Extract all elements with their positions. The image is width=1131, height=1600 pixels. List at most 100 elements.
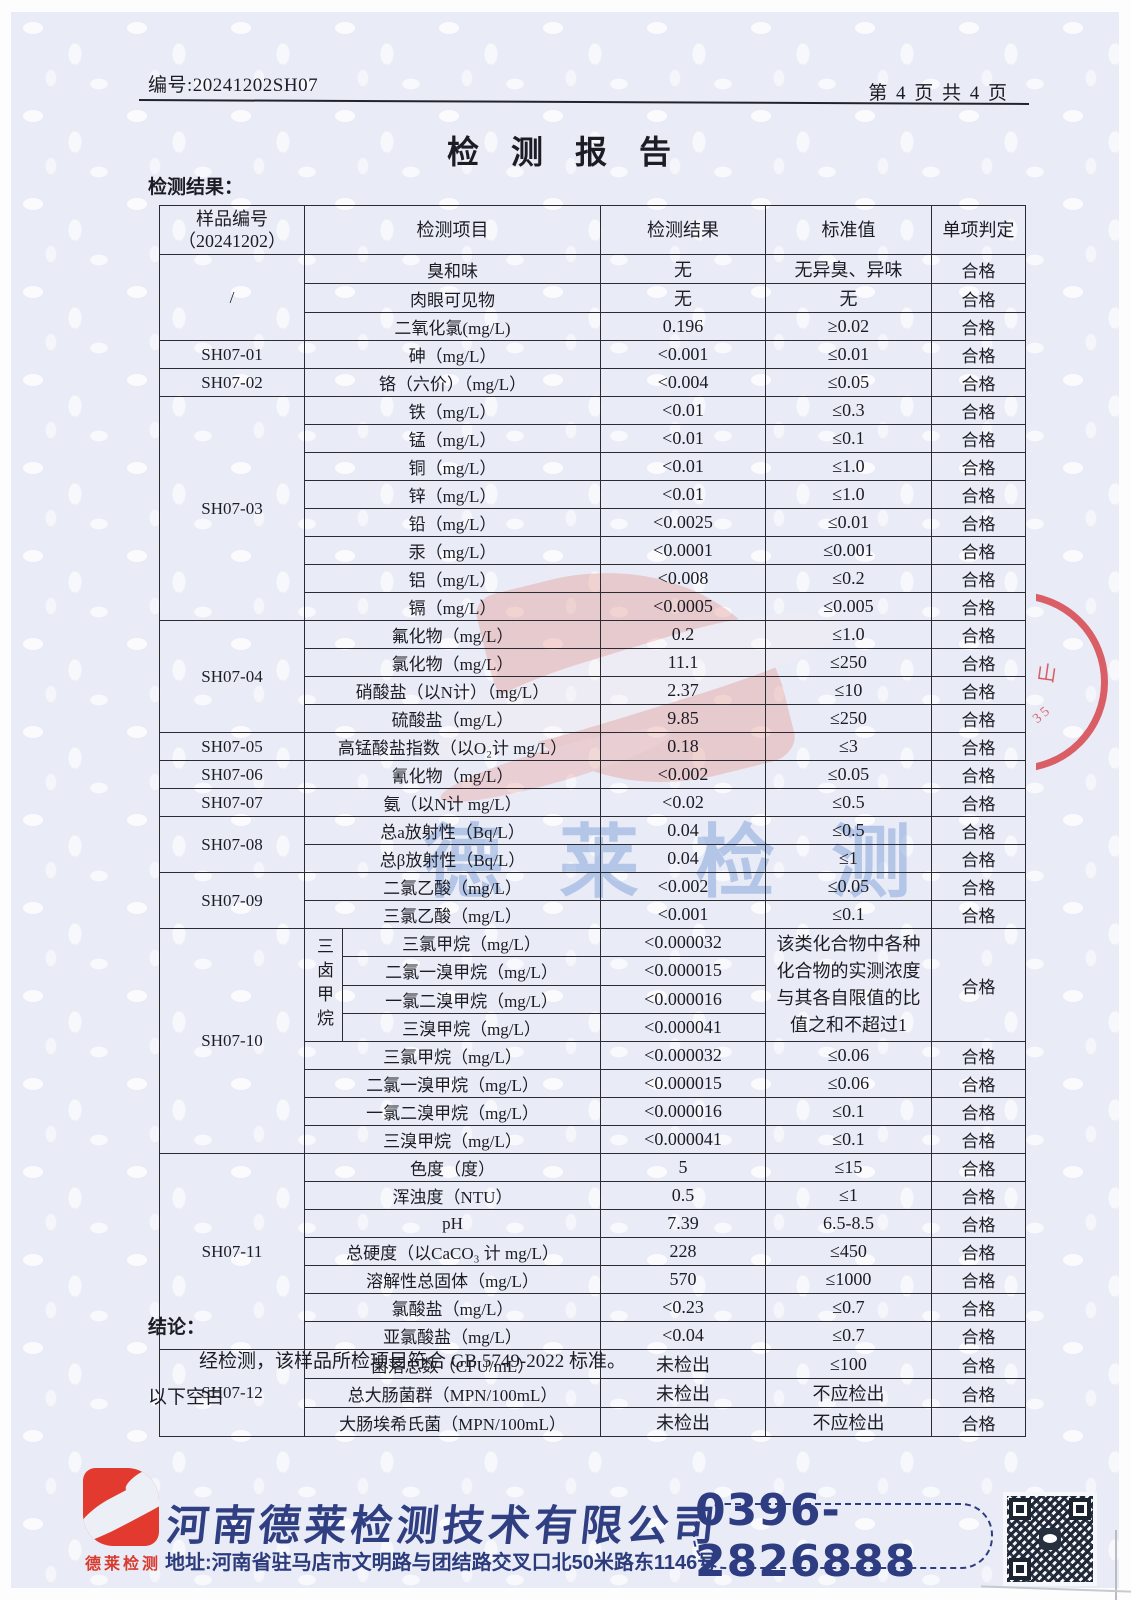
table-row: 氯酸盐（mg/L） <0.23 ≤0.7 合格	[160, 1293, 1026, 1322]
standard-cell: ≤0.01	[765, 340, 932, 369]
result-cell: 9.85	[600, 704, 766, 733]
phone-badge: 0396-2826888	[693, 1485, 993, 1587]
sample-id-cell: SH07-08	[159, 816, 305, 873]
verdict-cell: 合格	[931, 1097, 1026, 1126]
result-cell: <0.002	[600, 760, 766, 789]
result-cell: <0.01	[600, 480, 766, 509]
verdict-cell: 合格	[931, 312, 1026, 341]
standard-cell: 不应检出	[765, 1378, 932, 1408]
test-item-cell: 氰化物（mg/L）	[304, 760, 601, 789]
verdict-cell: 合格	[931, 760, 1026, 789]
table-row: 总硬度（以CaCO₃ 计 mg/L） 228 ≤450 合格	[160, 1237, 1026, 1266]
result-cell: 5	[600, 1153, 766, 1182]
table-row: 浑浊度（NTU） 0.5 ≤1 合格	[160, 1181, 1026, 1210]
table-row: SH07-07 氨（以N计 mg/L） <0.02 ≤0.5 合格	[159, 788, 1026, 817]
standard-cell: ≤0.2	[765, 564, 932, 593]
table-row: SH07-09 二氯乙酸（mg/L） <0.002 ≤0.05 合格	[159, 872, 1026, 929]
standard-cell: ≤0.001	[765, 536, 932, 565]
result-cell: <0.01	[600, 396, 766, 425]
verdict-cell: 合格	[931, 452, 1026, 481]
verdict-cell: 合格	[931, 1209, 1026, 1238]
test-item-cell: 浑浊度（NTU）	[304, 1181, 601, 1210]
test-item-cell: 氯化物（mg/L）	[304, 648, 601, 677]
result-cell: <0.23	[600, 1293, 766, 1322]
verdict-cell: 合格	[931, 1265, 1026, 1294]
result-cell: 0.5	[600, 1181, 766, 1210]
verdict-cell: 合格	[931, 283, 1026, 313]
test-item-cell: 镉（mg/L）	[304, 592, 601, 621]
result-cell: <0.000041	[600, 1012, 766, 1043]
verdict-cell: 合格	[931, 788, 1026, 817]
table-row: 二氯一溴甲烷（mg/L） <0.000015 ≤0.06 合格	[160, 1069, 1026, 1098]
verdict-cell: 合格	[931, 816, 1026, 845]
standard-cell: ≤250	[765, 704, 932, 733]
test-item-cell: 总a放射性（Bq/L）	[304, 816, 601, 845]
table-row: 三溴甲烷（mg/L） <0.000041	[160, 1012, 1026, 1043]
verdict-cell: 合格	[931, 396, 1026, 425]
standard-cell: ≤0.06	[765, 1041, 932, 1070]
verdict-cell: 合格	[931, 648, 1026, 677]
result-cell: 无	[600, 254, 766, 284]
standard-cell: ≤250	[765, 648, 932, 677]
verdict-cell: 合格	[931, 676, 1026, 705]
standard-cell: ≤0.1	[765, 1125, 932, 1154]
test-item-cell: 肉眼可见物	[304, 283, 601, 313]
phone-number: 0396-2826888	[695, 1485, 917, 1587]
result-cell: <0.0005	[600, 592, 766, 621]
table-body: / 臭和味无无异臭、异味 合格 肉眼可见物无无合格 二氧化氯(mg/L) 0.196 ≥0.…	[159, 254, 1026, 1437]
table-row: 汞（mg/L） <0.0001 ≤0.001 合格	[160, 536, 1026, 565]
standard-cell: ≤1.0	[765, 620, 932, 649]
sample-id-cell: SH07-06	[159, 760, 305, 789]
scanned-report-page: 德莱检测 山 35 编号:20241202SH07 第 4 页 共 4 页 检 …	[11, 12, 1119, 1588]
company-name: 河南德莱检测技术有限公司	[164, 1504, 721, 1550]
test-item-cell: 大肠埃希氏菌（MPN/100mL）	[304, 1407, 601, 1437]
standard-cell: ≤0.06	[765, 1069, 932, 1098]
test-item-cell: 一氯二溴甲烷（mg/L）	[304, 1097, 601, 1126]
sample-id-cell: SH07-01	[159, 340, 305, 369]
verdict-cell: 合格	[931, 872, 1026, 901]
standard-cell: ≤1	[765, 844, 932, 873]
standard-cell: ≤0.5	[765, 788, 932, 817]
test-item-cell: 氨（以N计 mg/L）	[304, 788, 601, 817]
standard-cell: ≤0.01	[765, 508, 932, 537]
result-cell: 0.04	[600, 844, 766, 873]
table-row: 硝酸盐（以N计）（mg/L） 2.37 ≤10 合格	[160, 676, 1026, 705]
table-row: 大肠埃希氏菌（MPN/100mL） 未检出 不应检出 合格	[160, 1407, 1026, 1437]
result-cell: <0.001	[600, 900, 766, 929]
verdict-cell: 合格	[931, 1069, 1026, 1098]
verdict-cell: 合格	[931, 254, 1026, 284]
test-item-cell: 臭和味	[304, 254, 601, 284]
qr-code	[1003, 1492, 1097, 1586]
test-item-cell: 三氯甲烷（mg/L）	[304, 1041, 601, 1070]
result-cell: <0.000016	[600, 1097, 766, 1126]
verdict-cell: 合格	[931, 704, 1026, 733]
standard-cell: ≤0.5	[765, 816, 932, 845]
sample-id-cell: /	[159, 254, 305, 341]
test-item-cell: 一氯二溴甲烷（mg/L）	[342, 984, 601, 1014]
standard-cell: ≤0.7	[765, 1321, 932, 1350]
verdict-cell: 合格	[931, 1125, 1026, 1154]
test-item-cell: 三溴甲烷（mg/L）	[342, 1012, 601, 1043]
result-cell: 未检出	[600, 1407, 766, 1437]
table-row: 亚氯酸盐（mg/L） <0.04 ≤0.7 合格	[160, 1321, 1026, 1350]
test-item-cell: 总硬度（以CaCO₃ 计 mg/L）	[304, 1237, 601, 1266]
table-row: 二氯一溴甲烷（mg/L） <0.000015	[160, 956, 1026, 986]
standard-cell: ≤15	[765, 1153, 932, 1182]
verdict-cell: 合格	[931, 1293, 1026, 1322]
result-cell: 未检出	[600, 1378, 766, 1408]
table-row: 总大肠菌群（MPN/100mL） 未检出 不应检出 合格	[160, 1378, 1026, 1408]
logo-flame-icon	[83, 1468, 159, 1546]
table-row: SH07-10 三卤甲烷 三氯甲烷（mg/L） <0.000032 该类化合物中各种化合…	[159, 927, 1026, 1154]
test-item-cell: 锰（mg/L）	[304, 424, 601, 453]
verdict-cell: 合格	[931, 508, 1026, 537]
standard-cell: ≤0.05	[765, 368, 932, 397]
qr-finder-icon	[1009, 1498, 1031, 1520]
table-row: SH07-11 色度（度） 5 ≤15 合格	[159, 1153, 1026, 1350]
result-cell: <0.000015	[600, 956, 766, 986]
verdict-cell: 合格	[931, 620, 1026, 649]
result-cell: <0.000016	[600, 984, 766, 1014]
verdict-cell: 合格	[931, 536, 1026, 565]
test-item-cell: 砷（mg/L）	[304, 340, 601, 369]
results-section-label: 检测结果：	[148, 177, 244, 198]
result-cell: <0.01	[600, 424, 766, 453]
